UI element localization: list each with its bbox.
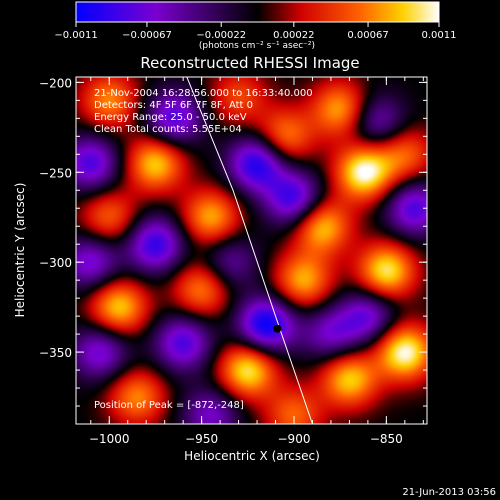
peak-spot	[273, 324, 282, 333]
colorbar-label: (photons cm⁻² s⁻¹ asec⁻²)	[199, 41, 315, 51]
colorbar-tick-label: 0.00022	[273, 30, 314, 41]
annotation-method: Clean Total counts: 5.55E+04	[94, 124, 242, 135]
annotation-peak: Position of Peak = [-872,-248]	[94, 400, 244, 411]
y-tick-label: −350	[39, 346, 72, 360]
x-tick-label: −950	[185, 432, 218, 446]
y-tick-label: −200	[39, 76, 72, 90]
x-tick-label: −900	[278, 432, 311, 446]
annotation-energy: Energy Range: 25.0 - 50.0 keV	[94, 112, 247, 123]
annotation-detectors: Detectors: 4F 5F 6F 7F 8F, Att 0	[94, 100, 253, 111]
y-axis-label: Heliocentric Y (arcsec)	[13, 183, 27, 318]
colorbar-tick-label: −0.0011	[54, 30, 97, 41]
x-tick-label: −850	[370, 432, 403, 446]
solar-limb-line	[186, 77, 313, 424]
footer-timestamp: 21-Jun-2013 03:56	[402, 487, 496, 498]
x-tick-label: −1000	[89, 432, 130, 446]
peak-marker	[273, 324, 282, 333]
colorbar-tick-label: −0.00067	[122, 30, 172, 41]
annotation-time: 21-Nov-2004 16:28:56.000 to 16:33:40.000	[94, 88, 313, 99]
y-tick-label: −250	[39, 166, 72, 180]
colorbar-ticks: −0.0011 −0.00067 −0.00022 0.00022 0.00067 0.0…	[54, 22, 457, 41]
chart-title: Reconstructed RHESSI Image	[140, 54, 359, 72]
colorbar-tick-label: 0.00067	[347, 30, 388, 41]
axis-ticks: −1000 −950 −900 −850 −200 −250 −300 −350	[39, 76, 427, 446]
heatmap-image	[76, 77, 427, 424]
colorbar	[75, 1, 440, 23]
plot-frame	[75, 76, 428, 425]
y-tick-label: −300	[39, 256, 72, 270]
colorbar-tick-label: −0.00022	[196, 30, 246, 41]
colorbar-tick-label: 0.0011	[422, 30, 457, 41]
x-axis-label: Heliocentric X (arcsec)	[184, 449, 320, 463]
